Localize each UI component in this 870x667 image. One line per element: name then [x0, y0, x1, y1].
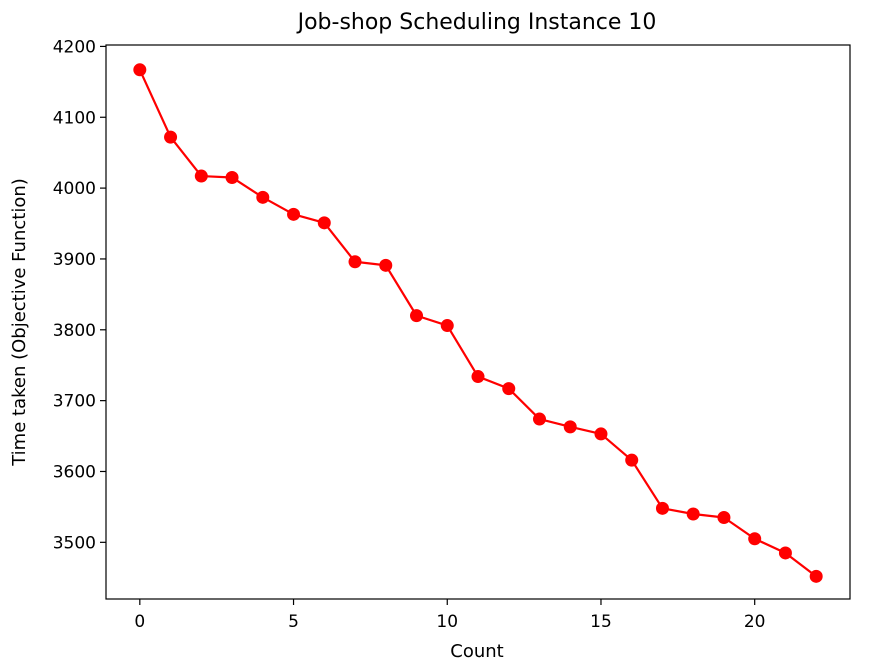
- data-point: [625, 453, 639, 467]
- plot-frame: [105, 44, 851, 600]
- y-tick-label: 3800: [53, 321, 96, 341]
- plot-layer: [133, 63, 823, 583]
- data-point: [410, 309, 424, 323]
- y-tick-label: 3900: [53, 250, 96, 270]
- series-line: [138, 69, 817, 578]
- x-tick-label: 0: [134, 612, 145, 632]
- y-tick-label: 4100: [53, 108, 96, 128]
- data-point: [717, 511, 731, 525]
- x-tick-label: 5: [288, 612, 299, 632]
- chart-title: Job-shop Scheduling Instance 10: [296, 10, 657, 35]
- y-tick-label: 4000: [53, 179, 96, 199]
- x-tick-label: 15: [590, 612, 612, 632]
- data-point: [655, 501, 669, 515]
- data-point: [778, 546, 792, 560]
- data-point: [440, 319, 454, 333]
- data-point: [502, 382, 516, 396]
- y-tick-label: 3500: [53, 533, 96, 553]
- y-tick-label: 3700: [53, 392, 96, 412]
- data-point: [471, 370, 485, 384]
- data-point: [379, 258, 393, 272]
- data-point: [809, 569, 823, 583]
- axis-layer: 0 5 10 15 20 3500 3600 3700 3800 3900 4000 4100 4200: [53, 37, 766, 632]
- data-point: [317, 216, 331, 230]
- data-point: [194, 169, 208, 183]
- data-point: [256, 190, 270, 204]
- y-axis-label: Time taken (Objective Function): [9, 178, 30, 467]
- data-point: [133, 63, 147, 77]
- x-tick-label: 20: [744, 612, 766, 632]
- x-tick-label: 10: [436, 612, 458, 632]
- y-tick-label: 3600: [53, 462, 96, 482]
- data-point: [225, 170, 239, 184]
- data-point: [748, 532, 762, 546]
- data-point: [348, 255, 362, 269]
- data-point: [563, 420, 577, 434]
- data-point: [532, 412, 546, 426]
- data-point: [287, 207, 301, 221]
- y-tick-label: 4200: [53, 37, 96, 57]
- data-point: [686, 507, 700, 521]
- data-point: [164, 130, 178, 144]
- x-axis-label: Count: [450, 641, 503, 662]
- data-point: [594, 427, 608, 441]
